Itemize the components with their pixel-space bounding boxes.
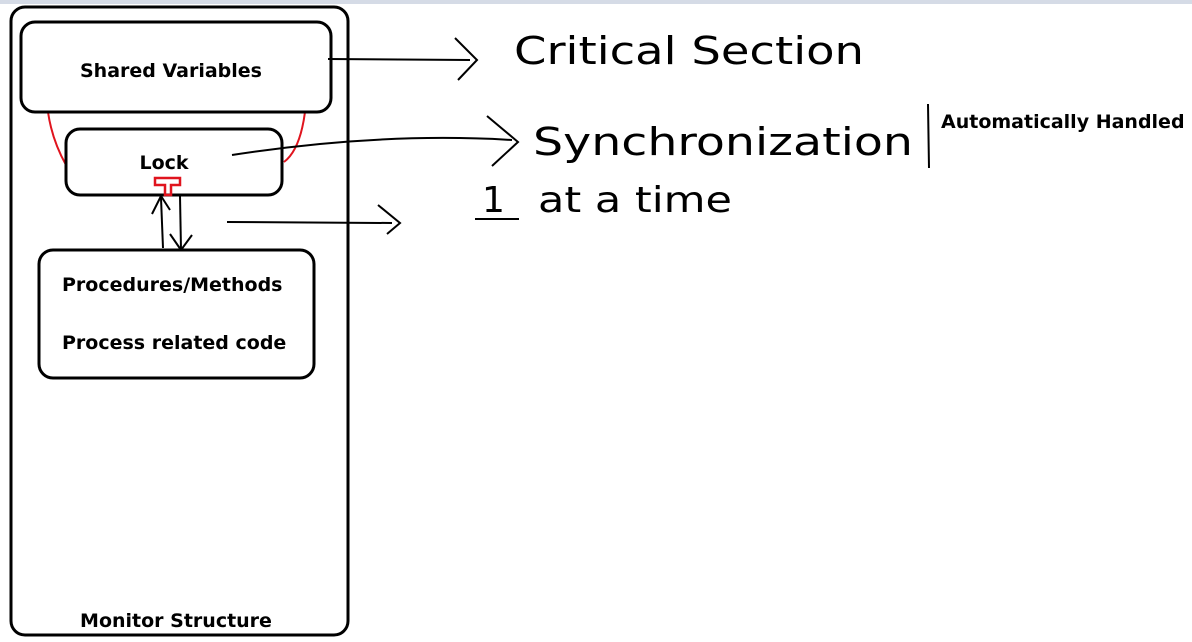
critical-section-note: Critical Section [514,29,864,73]
arrow-to-critical-section [327,37,479,81]
lock-label: Lock [139,152,188,174]
at-a-time-note: at a time [538,180,732,221]
one-note: 1 [482,180,505,221]
procedures-label: Procedures/Methods [62,274,283,296]
lock-box [64,127,284,197]
arrow-to-one-at-a-time [226,204,402,235]
synchronization-note: Synchronization [533,120,913,164]
red-connector-right [283,111,306,163]
process-code-label: Process related code [62,332,286,354]
procedures-box [37,248,316,380]
lock-icon [153,176,182,197]
red-connector-left [47,111,67,166]
arrow-to-synchronization [231,115,520,167]
window-top-bar [0,0,1192,4]
shared-variables-box [19,20,333,114]
monitor-structure-box [9,5,350,637]
monitor-structure-label: Monitor Structure [80,610,272,632]
lock-procedure-arrows [151,193,193,252]
automatically-handled-label: Automatically Handled [941,111,1185,133]
shared-variables-label: Shared Variables [80,60,262,82]
divider-line [927,103,930,169]
